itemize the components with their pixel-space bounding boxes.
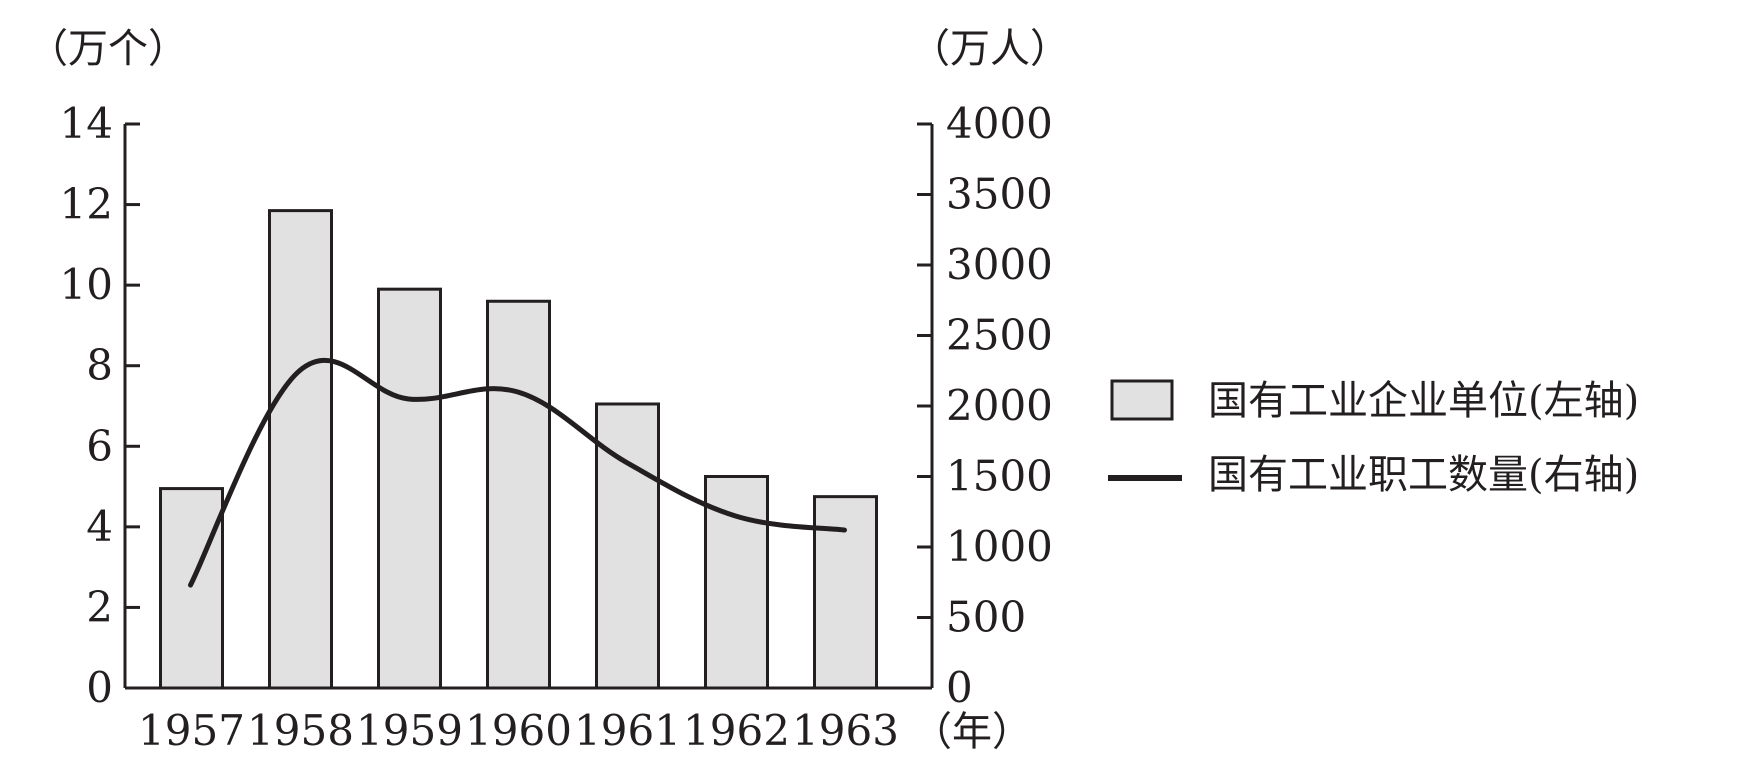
- right-tick-label: 4000: [946, 99, 1053, 148]
- right-tick-label: 2000: [946, 381, 1053, 430]
- x-tick-label: 1962: [683, 706, 790, 755]
- left-tick-label: 12: [60, 180, 113, 229]
- left-tick-label: 2: [86, 582, 113, 631]
- bars-group: [161, 211, 877, 688]
- left-tick-label: 10: [60, 260, 113, 309]
- legend: 国有工业企业单位(左轴) 国有工业职工数量(右轴): [1108, 378, 1639, 498]
- left-tick-label: 14: [60, 99, 113, 148]
- bar-1957: [161, 489, 223, 688]
- x-tick-label: 1961: [574, 706, 681, 755]
- x-axis-unit: （年）: [912, 709, 1032, 755]
- legend-bar-label: 国有工业企业单位(左轴): [1208, 378, 1639, 424]
- right-tick-label: 500: [946, 593, 1026, 642]
- right-tick-label: 2500: [946, 311, 1053, 360]
- bar-1958: [270, 211, 332, 688]
- right-tick-label: 1500: [946, 452, 1053, 501]
- legend-bar-swatch: [1112, 381, 1172, 419]
- bar-1959: [379, 289, 441, 688]
- left-axis-unit: （万个）: [28, 26, 188, 72]
- x-tick-label: 1959: [356, 706, 463, 755]
- left-tick-label: 6: [86, 421, 113, 470]
- left-tick-label: 4: [86, 502, 113, 551]
- right-axis-unit: （万人）: [910, 26, 1070, 72]
- bar-1960: [488, 301, 550, 688]
- x-tick-label: 1963: [792, 706, 899, 755]
- right-tick-label: 1000: [946, 522, 1053, 571]
- left-tick-label: 8: [86, 341, 113, 390]
- right-tick-label: 0: [946, 663, 973, 712]
- x-tick-label: 1957: [138, 706, 245, 755]
- left-tick-label: 0: [86, 663, 113, 712]
- x-tick-label: 1960: [465, 706, 572, 755]
- legend-line-label: 国有工业职工数量(右轴): [1208, 452, 1639, 498]
- right-tick-label: 3500: [946, 170, 1053, 219]
- bar-1963: [815, 497, 877, 688]
- right-tick-label: 3000: [946, 240, 1053, 289]
- x-tick-label: 1958: [247, 706, 354, 755]
